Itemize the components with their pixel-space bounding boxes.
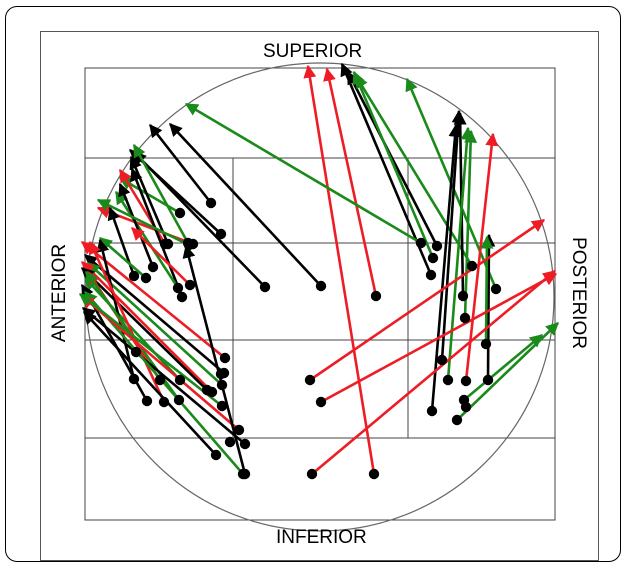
arrow-green: [78, 292, 223, 408]
start-dot: [183, 239, 195, 251]
arrow-black: [430, 123, 462, 412]
start-dot: [315, 280, 327, 292]
arrow-black: [118, 182, 155, 268]
start-dot: [442, 374, 454, 386]
start-dot: [141, 395, 153, 407]
arrow-black: [83, 311, 217, 456]
start-dot: [460, 375, 472, 387]
start-dot: [173, 394, 185, 406]
arrow-black: [82, 307, 246, 445]
arrow-red: [131, 227, 191, 286]
arrow-green: [184, 102, 422, 245]
arrow-red: [309, 218, 546, 382]
start-dot: [158, 396, 170, 408]
start-dot: [239, 438, 251, 450]
arrow-green: [480, 235, 494, 345]
label-anterior: ANTERIOR: [49, 243, 70, 343]
start-dot: [466, 260, 478, 272]
start-dot: [427, 252, 439, 264]
start-dot: [436, 354, 448, 366]
arrow-green: [456, 322, 559, 421]
start-dot: [130, 346, 142, 358]
start-dot: [128, 373, 140, 385]
arrow-black: [148, 123, 213, 204]
arrow-green: [463, 129, 478, 319]
start-dot: [174, 374, 186, 386]
label-inferior: INFERIOR: [276, 527, 367, 548]
start-dot: [315, 396, 327, 408]
arrow-black: [130, 167, 184, 298]
start-dot: [431, 240, 443, 252]
arrow-green: [114, 190, 180, 289]
label-superior: SUPERIOR: [263, 41, 363, 62]
start-dot: [480, 338, 492, 350]
start-dot: [172, 282, 184, 294]
start-dot: [259, 281, 271, 293]
start-dot: [415, 237, 427, 249]
start-dot: [490, 283, 502, 295]
arrow-red: [323, 67, 378, 297]
start-dot: [233, 424, 245, 436]
arrow-red: [320, 272, 558, 404]
start-dot: [460, 401, 472, 413]
arrow-red: [81, 295, 240, 431]
start-dot: [159, 238, 171, 250]
start-dot: [184, 279, 196, 291]
start-dot: [210, 449, 222, 461]
start-dot: [451, 414, 463, 426]
arrow-green: [96, 198, 190, 247]
arrow-black: [182, 244, 247, 475]
arrow-green: [354, 74, 474, 267]
start-dot: [239, 468, 251, 480]
start-dot: [216, 379, 228, 391]
dots-layer: [128, 197, 502, 480]
start-dot: [304, 374, 316, 386]
arrow-red: [88, 240, 166, 403]
arrow-red: [303, 64, 376, 475]
start-dot: [368, 468, 380, 480]
start-dot: [174, 207, 186, 219]
start-dot: [201, 384, 213, 396]
start-dot: [216, 400, 228, 412]
start-dot: [147, 261, 159, 273]
arrow-black: [169, 123, 322, 287]
start-dot: [426, 405, 438, 417]
arrow-green: [463, 334, 543, 401]
arrow-black: [346, 70, 439, 247]
start-dot: [459, 312, 471, 324]
arrow-green: [352, 70, 435, 259]
arrow-red: [81, 261, 213, 393]
arrow-red: [464, 132, 499, 382]
start-dot: [306, 468, 318, 480]
start-dot: [219, 352, 231, 364]
arrow-green: [132, 143, 190, 244]
start-dot: [425, 269, 437, 281]
start-dot: [457, 290, 469, 302]
label-posterior: POSTERIOR: [568, 237, 589, 349]
start-dot: [128, 270, 140, 282]
start-dot: [154, 374, 166, 386]
start-dot: [370, 290, 382, 302]
arrows-layer: [78, 62, 559, 475]
arrow-red: [311, 270, 556, 475]
arrow-black: [440, 109, 465, 361]
arrow-green: [84, 277, 181, 381]
start-dot: [215, 228, 227, 240]
arrow-green: [446, 126, 474, 381]
arrow-black: [81, 267, 208, 391]
start-dot: [215, 368, 227, 380]
start-dot: [140, 272, 152, 284]
start-dot: [205, 197, 217, 209]
arrow-black: [96, 238, 136, 380]
start-dot: [482, 374, 494, 386]
start-dot: [176, 291, 188, 303]
start-dot: [224, 436, 236, 448]
